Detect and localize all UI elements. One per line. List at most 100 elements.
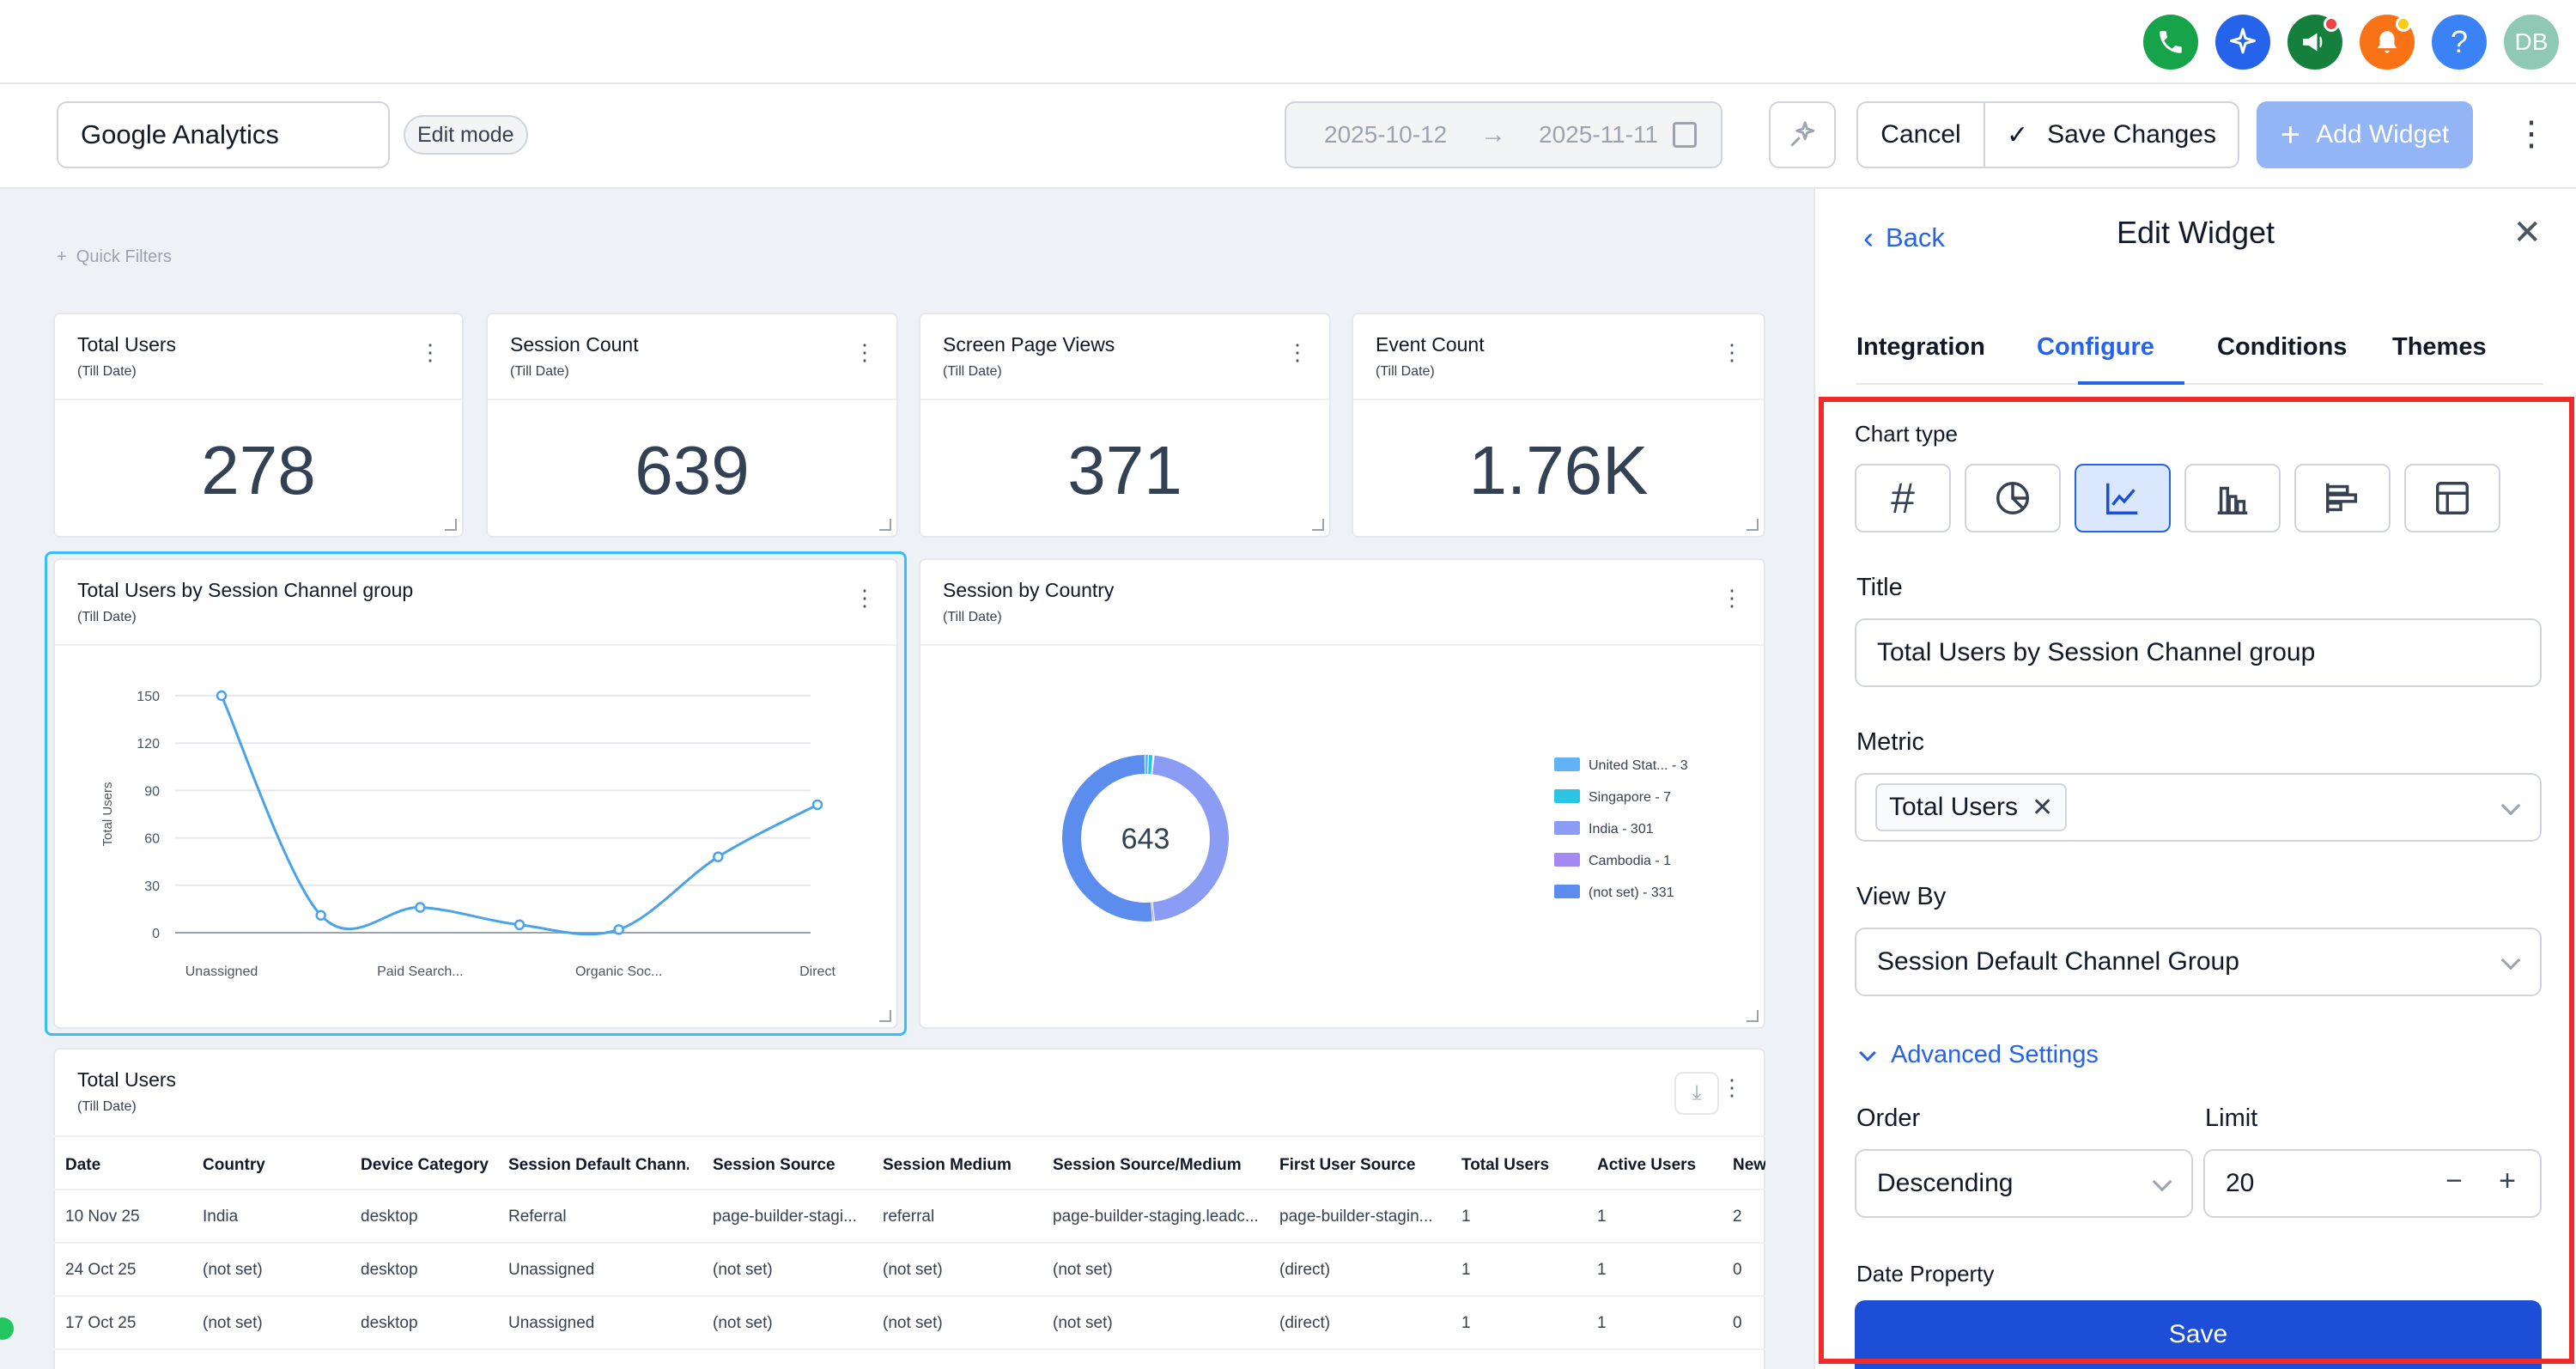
resize-handle-icon[interactable] [1312,519,1324,531]
table-cell: page-builder-stagin... [1279,1208,1433,1226]
date-range-picker[interactable]: 2025-10-12 → 2025-11-11 [1285,101,1722,168]
tab-configure[interactable]: Configure [2037,333,2154,361]
resize-handle-icon[interactable] [1747,1010,1759,1022]
plus-icon[interactable]: + [2499,1165,2516,1197]
avatar[interactable]: DB [2504,15,2559,70]
data-point [613,924,624,935]
card-menu-icon[interactable]: ⋮ [854,339,876,365]
legend-swatch [1554,821,1580,835]
card-menu-icon[interactable]: ⋮ [854,585,876,611]
data-point [315,910,326,922]
line-chart: 0 30 60 90 120 150 Total Users Unassigned Paid S… [100,690,835,979]
table-row[interactable]: 10 Nov 25 India desktop Referral page-bu… [53,1190,1765,1244]
ai-magic-button[interactable] [1769,101,1836,168]
table-cell: 1 [1461,1314,1471,1332]
card-menu-icon[interactable]: ⋮ [1721,339,1743,365]
table-cell: 2 [1733,1208,1742,1226]
column-header[interactable]: First User Source [1279,1156,1416,1174]
table-cell: desktop [361,1208,418,1226]
save-changes-button[interactable]: ✓ Save Changes [1985,103,2238,167]
metric-card-event-count[interactable]: Event Count (Till Date) ⋮ 1.76K [1352,313,1765,538]
minus-icon[interactable]: − [2445,1165,2463,1197]
card-menu-icon[interactable]: ⋮ [419,339,441,365]
notification-dot [2396,16,2411,32]
widget-title-input[interactable]: Total Users by Session Channel group [1855,618,2542,687]
column-header[interactable]: New [1733,1156,1765,1174]
donut-chart-widget[interactable]: Session by Country (Till Date) ⋮ 643 Unit… [919,558,1765,1029]
horizontal-bar-chart-icon[interactable] [2294,464,2391,532]
bell-icon[interactable] [2360,15,2415,70]
metric-value: 1.76K [1468,432,1649,508]
tab-integration[interactable]: Integration [1856,333,1985,361]
order-label: Order [1856,1104,1921,1132]
chart-type-label: Chart type [1855,421,1958,447]
column-header[interactable]: Device Category [361,1156,489,1174]
pie-chart-icon[interactable] [1965,464,2061,532]
line-chart-icon[interactable] [2075,464,2171,532]
metric-card-total-users[interactable]: Total Users (Till Date) ⋮ 278 [53,313,464,538]
column-header[interactable]: Active Users [1597,1156,1697,1174]
table-cell: page-builder-staging.leadc... [1053,1208,1259,1226]
limit-stepper[interactable]: 20 − + [2203,1149,2542,1218]
quick-filters-button[interactable]: + Quick Filters [57,247,172,266]
column-header[interactable]: Session Source/Medium [1053,1156,1242,1174]
view-by-select[interactable]: Session Default Channel Group [1855,928,2542,996]
table-row[interactable]: 17 Oct 25 (not set) desktop Unassigned (… [53,1297,1765,1350]
dashboard-title-input[interactable]: Google Analytics [57,101,390,168]
save-button[interactable]: Save [1855,1300,2542,1369]
active-tab-indicator [2078,381,2184,385]
metric-card-session-count[interactable]: Session Count (Till Date) ⋮ 639 [486,313,898,538]
selected-widget-outline [45,551,907,1036]
card-menu-icon[interactable]: ⋮ [1286,339,1309,365]
advanced-settings-toggle[interactable]: Advanced Settings [1859,1041,2099,1069]
table-cell: referral [883,1208,935,1226]
line-chart-widget[interactable]: Total Users by Session Channel group (Ti… [53,558,898,1029]
table-icon[interactable] [2404,464,2500,532]
cancel-button[interactable]: Cancel [1858,103,1985,167]
megaphone-icon[interactable] [2287,15,2342,70]
bar-chart-icon[interactable] [2184,464,2281,532]
help-icon[interactable]: ? [2432,15,2487,70]
column-header[interactable]: Total Users [1461,1156,1550,1174]
column-header[interactable]: Session Medium [883,1156,1012,1174]
order-select[interactable]: Descending [1855,1149,2193,1218]
close-icon[interactable]: ✕ [2032,793,2054,822]
date-start: 2025-10-12 [1324,121,1448,148]
legend-label: Cambodia - 1 [1589,854,1671,868]
column-header[interactable]: Date [65,1156,101,1174]
card-menu-icon[interactable]: ⋮ [1721,585,1743,611]
metric-value: 371 [1067,432,1182,508]
x-tick-label: Unassigned [185,964,258,979]
metric-select[interactable]: Total Users ✕ [1855,773,2542,842]
edit-mode-badge: Edit mode [404,115,528,155]
close-icon[interactable]: ✕ [2512,214,2542,252]
phone-icon[interactable] [2143,15,2198,70]
download-icon[interactable]: ⤓ [1674,1072,1719,1115]
table-cell: Unassigned [508,1261,595,1279]
back-button[interactable]: ‹ Back [1863,220,1945,256]
view-by-label: View By [1856,883,1947,910]
resize-handle-icon[interactable] [1747,519,1759,531]
resize-handle-icon[interactable] [879,1010,891,1022]
divider [920,399,1329,400]
metric-label: Metric [1856,728,1924,756]
tab-themes[interactable]: Themes [2392,333,2487,361]
resize-handle-icon[interactable] [879,519,891,531]
column-header[interactable]: Country [203,1156,265,1174]
x-tick-label: Paid Search... [377,964,464,979]
table-row[interactable]: 24 Oct 25 (not set) desktop Unassigned (… [53,1244,1765,1297]
number-icon[interactable]: # [1855,464,1951,532]
sparkle-icon[interactable] [2215,15,2270,70]
table-cell: (direct) [1279,1261,1331,1279]
table-cell: desktop [361,1261,418,1279]
highlight-outline [1819,397,2574,1364]
column-header[interactable]: Session Default Chann... [508,1156,689,1174]
add-widget-button[interactable]: + Add Widget [2257,101,2473,168]
resize-handle-icon[interactable] [445,519,457,531]
more-options-icon[interactable]: ⋮ [2514,115,2549,153]
metric-card-screen-page-views[interactable]: Screen Page Views (Till Date) ⋮ 371 [919,313,1331,538]
column-header[interactable]: Session Source [713,1156,835,1174]
card-subtitle: (Till Date) [77,610,137,624]
card-menu-icon[interactable]: ⋮ [1721,1074,1743,1100]
tab-conditions[interactable]: Conditions [2217,333,2348,361]
